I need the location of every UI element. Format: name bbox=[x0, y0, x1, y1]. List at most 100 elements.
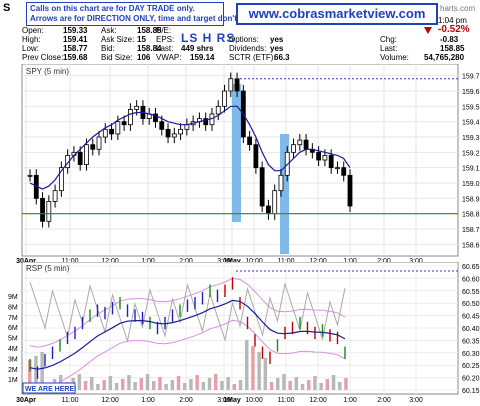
volume-bar bbox=[176, 376, 181, 390]
rsp-x-tick: 11:00 bbox=[278, 397, 295, 404]
volume-bar bbox=[28, 360, 32, 390]
candle-body bbox=[165, 128, 171, 138]
price-y-tick: 159.4 bbox=[462, 120, 480, 127]
high-label: High: bbox=[22, 35, 41, 44]
volume-bar bbox=[307, 380, 311, 390]
candle-body bbox=[203, 118, 209, 126]
candle-body bbox=[178, 128, 183, 135]
volume-bar bbox=[90, 377, 94, 390]
we-are-here-label: WE ARE HERE! bbox=[25, 386, 76, 393]
price-x-tick: 2:00 bbox=[377, 258, 391, 264]
rsp-x-tick: 2:00 bbox=[377, 397, 391, 404]
volume-bar bbox=[220, 381, 224, 390]
price-x-tick: 2:00 bbox=[179, 258, 193, 264]
candle-body bbox=[341, 167, 347, 176]
vwap-label: VWAP: bbox=[156, 53, 182, 62]
volume-bar bbox=[282, 374, 286, 390]
candle-body bbox=[153, 113, 158, 123]
candle-body bbox=[77, 151, 83, 166]
highlight-bar bbox=[232, 84, 241, 222]
volume-bar bbox=[152, 381, 156, 390]
price-x-tick: 11:00 bbox=[278, 258, 295, 264]
rsp-moving-average bbox=[29, 299, 346, 370]
volume-bar bbox=[344, 378, 348, 390]
candle-body bbox=[159, 121, 165, 130]
dividends-label: Dividends: bbox=[229, 44, 267, 53]
candle-body bbox=[121, 121, 127, 126]
volume-bar bbox=[108, 376, 113, 390]
volume-bar bbox=[245, 340, 249, 390]
low-label: Low: bbox=[22, 44, 39, 53]
rsp-y-tick: 60.45 bbox=[462, 314, 480, 321]
candle-body bbox=[46, 200, 52, 222]
rsp-y-tick: 60.40 bbox=[462, 326, 480, 333]
volume-bar bbox=[276, 378, 280, 390]
volume-bar bbox=[294, 377, 299, 390]
candle-body bbox=[96, 136, 102, 150]
bid-label: Bid: bbox=[101, 44, 115, 53]
rsp-y-tick: 60.50 bbox=[462, 301, 480, 308]
candle-body bbox=[127, 109, 133, 126]
rsp-x-tick: 30Apr bbox=[16, 397, 36, 404]
volume-bar bbox=[325, 379, 330, 390]
website-link[interactable]: www.cobrasmarketview.com bbox=[248, 6, 426, 21]
symbol-label: S bbox=[3, 2, 11, 14]
high-value: 159.41 bbox=[63, 35, 88, 44]
price-y-tick: 159.3 bbox=[462, 135, 480, 142]
website-banner[interactable]: www.cobrasmarketview.com bbox=[236, 3, 438, 25]
prev-close-label: Prev Close: bbox=[22, 53, 64, 62]
ask-value: 158.85 bbox=[137, 26, 162, 35]
volume-bar bbox=[170, 380, 175, 390]
volume-bar bbox=[300, 384, 305, 390]
volume-bar bbox=[139, 378, 144, 390]
rsp-x-tick: 11:00 bbox=[62, 397, 79, 404]
price-x-tick: 30Apr bbox=[16, 258, 36, 264]
bid-size-label: Bid Size: bbox=[101, 53, 133, 62]
price-x-tick: 1:00 bbox=[141, 258, 155, 264]
eps-label: EPS: bbox=[156, 35, 175, 44]
rsp-y-tick: 60.30 bbox=[462, 351, 480, 358]
volume-y-tick: 3M bbox=[8, 356, 18, 363]
volume-bar bbox=[288, 381, 292, 390]
prev-close-value: 159.68 bbox=[63, 53, 88, 62]
candle-body bbox=[90, 144, 96, 150]
ask-label: Ask: bbox=[101, 26, 117, 35]
volume-bar bbox=[207, 378, 212, 390]
time-label: 1:04 pm bbox=[438, 16, 467, 25]
vwap-line bbox=[29, 105, 351, 190]
price-y-axis: 159.7 159.6 159.5 159.4 159.3 159.2 159.1 159.0… bbox=[462, 74, 480, 250]
disclaimer-line-2: Arrows are for DIRECTION ONLY, time and … bbox=[30, 14, 264, 23]
volume-bar bbox=[34, 356, 38, 390]
volume-bar bbox=[96, 384, 100, 390]
volume-bar bbox=[158, 377, 162, 390]
candle-body bbox=[27, 174, 33, 177]
candle-body bbox=[322, 155, 328, 161]
volume-label: Volume: bbox=[380, 53, 409, 62]
volume-y-axis: 9M 8M 7M 6M 5M 4M 3M 2M 1M bbox=[8, 294, 18, 384]
candle-body bbox=[303, 139, 309, 150]
volume-bar bbox=[263, 358, 268, 390]
volume-bar bbox=[145, 374, 150, 390]
price-y-tick: 158.7 bbox=[462, 227, 480, 234]
volume-bar bbox=[133, 382, 137, 390]
candle-body bbox=[58, 167, 64, 192]
price-y-tick: 159.1 bbox=[462, 166, 480, 173]
volume-bar bbox=[40, 352, 44, 390]
volume-bar bbox=[226, 377, 230, 390]
price-x-tick: 10:00 bbox=[245, 258, 263, 264]
rsp-y-tick: 60.60 bbox=[462, 276, 480, 283]
volume-y-tick: 4M bbox=[8, 346, 18, 353]
volume-y-tick: 2M bbox=[8, 367, 18, 374]
rsp-chart-title: RSP (5 min) bbox=[26, 264, 70, 273]
price-x-tick: 3:00 bbox=[217, 258, 231, 264]
price-chart-title: SPY (5 min) bbox=[26, 67, 69, 76]
low-value: 158.77 bbox=[63, 44, 88, 53]
last-shrs-label: Last: bbox=[156, 44, 174, 53]
volume-bar bbox=[83, 381, 88, 390]
price-y-tick: 158.9 bbox=[462, 196, 480, 203]
pattern-label: LS H RS bbox=[181, 31, 236, 45]
rsp-lower-band bbox=[29, 319, 346, 390]
volume-bar bbox=[127, 375, 131, 390]
volume-bar bbox=[251, 346, 255, 390]
